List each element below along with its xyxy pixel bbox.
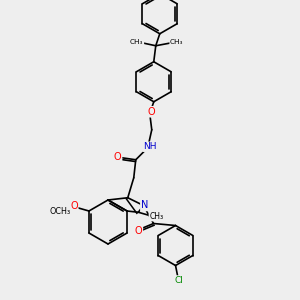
- Text: CH₃: CH₃: [130, 39, 143, 45]
- Text: N: N: [141, 200, 148, 211]
- Text: O: O: [70, 201, 78, 211]
- Text: O: O: [135, 226, 142, 236]
- Text: OCH₃: OCH₃: [50, 206, 70, 215]
- Text: O: O: [114, 152, 122, 162]
- Text: CH₃: CH₃: [170, 39, 184, 45]
- Text: CH₃: CH₃: [149, 212, 164, 221]
- Text: O: O: [148, 107, 156, 117]
- Text: Cl: Cl: [174, 276, 183, 285]
- Text: NH: NH: [143, 142, 157, 151]
